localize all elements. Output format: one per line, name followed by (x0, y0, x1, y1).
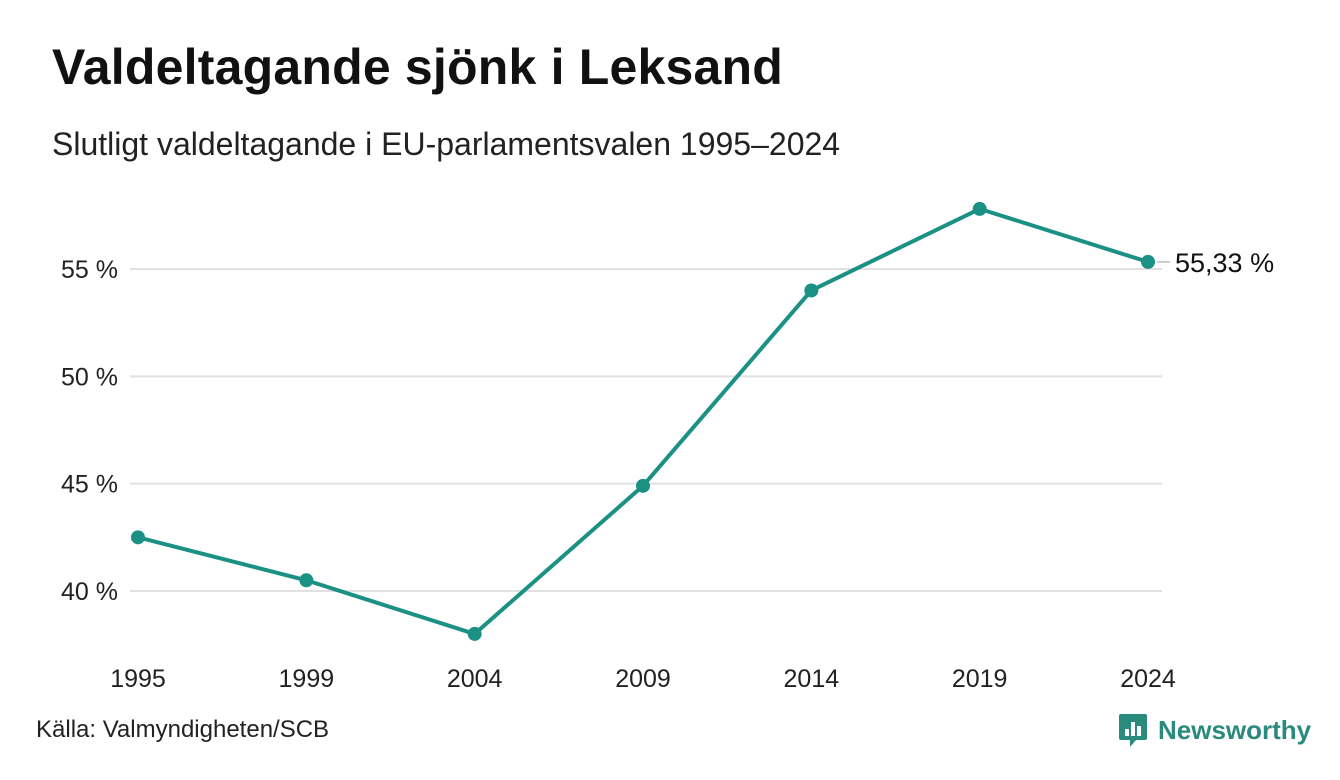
chart-subtitle: Slutligt valdeltagande i EU-parlamentsva… (52, 126, 841, 162)
line-chart: 40 % 45 % 50 % 55 % 1995 1999 2004 2009 2014 201… (61, 201, 1274, 693)
end-label-layer: 55,33 % (1157, 248, 1274, 278)
brand-logo: Newsworthy (1118, 712, 1311, 748)
chart-title: Valdeltagande sjönk i Leksand (52, 39, 784, 95)
x-tick-label: 1999 (279, 665, 335, 693)
data-point (467, 626, 482, 641)
x-tick-label: 1995 (110, 665, 166, 693)
x-tick-label: 2024 (1120, 665, 1176, 693)
data-point (636, 478, 650, 493)
y-tick-label: 50 % (61, 363, 118, 391)
source-credit: Källa: Valmyndigheten/SCB (36, 716, 330, 743)
brand-name: Newsworthy (1158, 714, 1312, 745)
y-tick-label: 55 % (61, 256, 118, 284)
data-point (131, 530, 145, 545)
y-tick-label: 45 % (61, 471, 118, 499)
x-tick-label: 2014 (784, 665, 840, 693)
end-value-label: 55,33 % (1175, 248, 1274, 278)
x-axis-tick-labels: 1995 1999 2004 2009 2014 2019 2024 (110, 665, 1176, 693)
data-point (1141, 254, 1155, 269)
series-layer (131, 201, 1155, 641)
x-tick-label: 2019 (952, 665, 1008, 693)
x-tick-label: 2009 (615, 665, 671, 693)
gridlines (130, 268, 1162, 592)
series-line (136, 206, 1150, 636)
data-point (804, 283, 819, 298)
chart-speech-bubble-icon (1119, 714, 1147, 747)
y-axis-tick-labels: 40 % 45 % 50 % 55 % (61, 256, 118, 606)
data-point (299, 573, 314, 588)
data-point (972, 201, 987, 216)
x-tick-label: 2004 (447, 665, 503, 693)
y-tick-label: 40 % (61, 578, 118, 606)
